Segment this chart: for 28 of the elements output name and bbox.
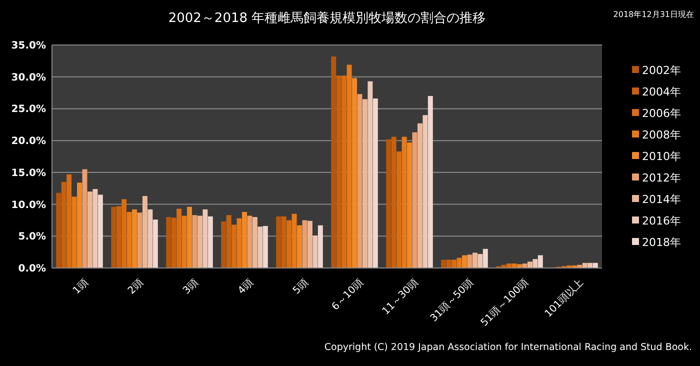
x-tick-label: 11～30頭 (380, 277, 421, 318)
text: 2018年12月31日現在 (613, 10, 694, 19)
y-tick-label: 0.0% (18, 264, 46, 274)
x-tick-label: 6～10頭 (330, 277, 366, 313)
y-tick-label: 20.0% (11, 136, 46, 148)
x-tick-label: 31頭～50頭 (428, 277, 476, 324)
y-tick-label: 25.0% (11, 104, 46, 116)
x-tick-label: 5頭 (291, 277, 311, 297)
x-tick-label: 3頭 (181, 277, 201, 297)
x-tick-label: 4頭 (236, 277, 256, 297)
y-tick-label: 15.0% (11, 168, 46, 179)
y-tick-label: 10.0% (11, 200, 46, 211)
legend-label: 2014年 (642, 192, 681, 206)
chart-title: 2002～2018 年種雌馬飼養規模別牧場数の割合の推移 (168, 11, 486, 26)
legend-label: 2008年 (642, 128, 681, 142)
legend-label: 2010年 (642, 150, 681, 163)
legend-label: 2016年 (642, 214, 681, 228)
y-tick-label: 5.0% (18, 232, 46, 243)
y-tick-label: 30.0% (11, 72, 46, 84)
x-tick-label: 1頭 (71, 277, 91, 297)
legend-label: 2006年 (642, 106, 681, 120)
legend-label: 2018年 (642, 236, 681, 249)
text: Copyright (C) 2019 Japan Association for International Racing and Stud Book. (324, 342, 692, 353)
y-tick-label: 35.0% (11, 40, 46, 52)
legend-label: 2004年 (642, 85, 681, 98)
legend-label: 2002年 (642, 64, 681, 77)
x-tick-label: 2頭 (126, 277, 146, 297)
legend-label: 2012年 (642, 171, 681, 184)
